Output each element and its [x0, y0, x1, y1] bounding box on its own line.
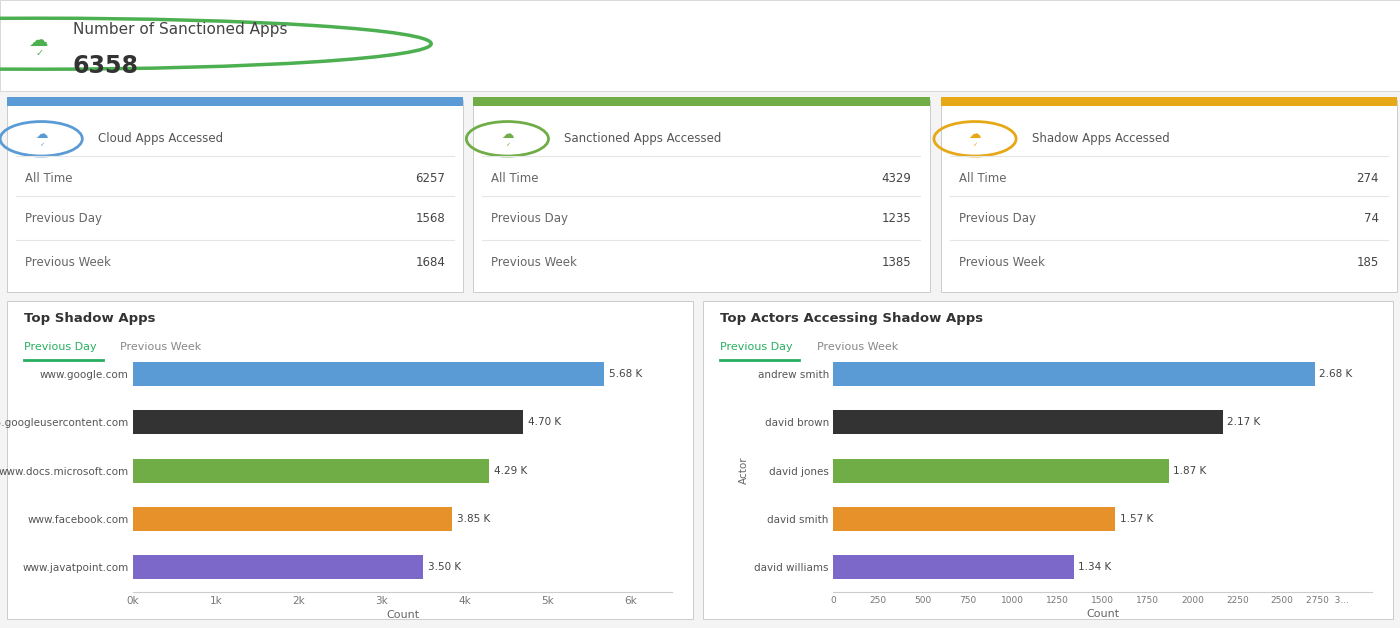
Text: 1235: 1235: [882, 212, 911, 225]
Bar: [833, 555, 1074, 580]
Text: 185: 185: [1357, 256, 1379, 269]
Text: 6358: 6358: [73, 55, 139, 78]
Text: ✓: ✓: [35, 48, 43, 58]
Text: All Time: All Time: [959, 171, 1007, 185]
Text: 1.87 K: 1.87 K: [1173, 466, 1207, 475]
Text: All Time: All Time: [491, 171, 539, 185]
Text: 74: 74: [1364, 212, 1379, 225]
Bar: [133, 555, 423, 580]
Text: ✓: ✓: [973, 142, 977, 147]
Text: Sanctioned Apps Accessed: Sanctioned Apps Accessed: [564, 133, 722, 145]
Text: Previous Day: Previous Day: [720, 342, 792, 352]
Text: 1.57 K: 1.57 K: [1120, 514, 1152, 524]
Bar: [833, 507, 1114, 531]
Text: 4.70 K: 4.70 K: [528, 418, 561, 427]
Text: 3.50 K: 3.50 K: [428, 563, 462, 572]
Text: 1568: 1568: [416, 212, 445, 225]
Text: Top Actors Accessing Shadow Apps: Top Actors Accessing Shadow Apps: [720, 312, 983, 325]
Text: All Time: All Time: [25, 171, 73, 185]
Text: Previous Day: Previous Day: [24, 342, 97, 352]
Text: Previous Day: Previous Day: [491, 212, 568, 225]
Text: ☁: ☁: [35, 129, 48, 141]
Bar: [833, 410, 1222, 435]
Text: 4.29 K: 4.29 K: [494, 466, 526, 475]
Text: 274: 274: [1357, 171, 1379, 185]
Text: 1385: 1385: [882, 256, 911, 269]
Bar: [133, 507, 452, 531]
Text: Previous Day: Previous Day: [25, 212, 102, 225]
Text: 4329: 4329: [882, 171, 911, 185]
X-axis label: Count: Count: [1086, 609, 1119, 619]
Bar: [941, 97, 1397, 106]
Text: ☁: ☁: [969, 129, 981, 141]
Text: Cloud Apps Accessed: Cloud Apps Accessed: [98, 133, 224, 145]
Text: ✓: ✓: [39, 142, 43, 147]
Text: 2.68 K: 2.68 K: [1319, 369, 1352, 379]
Bar: [133, 362, 603, 386]
Text: Previous Week: Previous Week: [25, 256, 111, 269]
Text: Previous Week: Previous Week: [491, 256, 577, 269]
Bar: [133, 458, 489, 483]
Text: Previous Week: Previous Week: [959, 256, 1044, 269]
Text: ☁: ☁: [29, 31, 49, 50]
X-axis label: Count: Count: [386, 610, 419, 620]
Text: Number of Sanctioned Apps: Number of Sanctioned Apps: [73, 21, 287, 36]
Text: Previous Week: Previous Week: [120, 342, 202, 352]
Text: ✓: ✓: [505, 142, 510, 147]
Y-axis label: Actor: Actor: [739, 457, 749, 484]
Bar: [7, 97, 463, 106]
Bar: [133, 410, 522, 435]
Text: Top Shadow Apps: Top Shadow Apps: [24, 312, 155, 325]
Text: 2.17 K: 2.17 K: [1228, 418, 1260, 427]
Bar: [473, 97, 930, 106]
Text: 5.68 K: 5.68 K: [609, 369, 643, 379]
Text: 1.34 K: 1.34 K: [1078, 563, 1112, 572]
Text: 6257: 6257: [416, 171, 445, 185]
Bar: [833, 362, 1315, 386]
Text: Previous Day: Previous Day: [959, 212, 1036, 225]
Bar: [833, 458, 1169, 483]
Text: Shadow Apps Accessed: Shadow Apps Accessed: [1032, 133, 1170, 145]
Text: Previous Week: Previous Week: [816, 342, 897, 352]
Text: 3.85 K: 3.85 K: [458, 514, 490, 524]
Text: ☁: ☁: [501, 129, 514, 141]
Text: 1684: 1684: [416, 256, 445, 269]
